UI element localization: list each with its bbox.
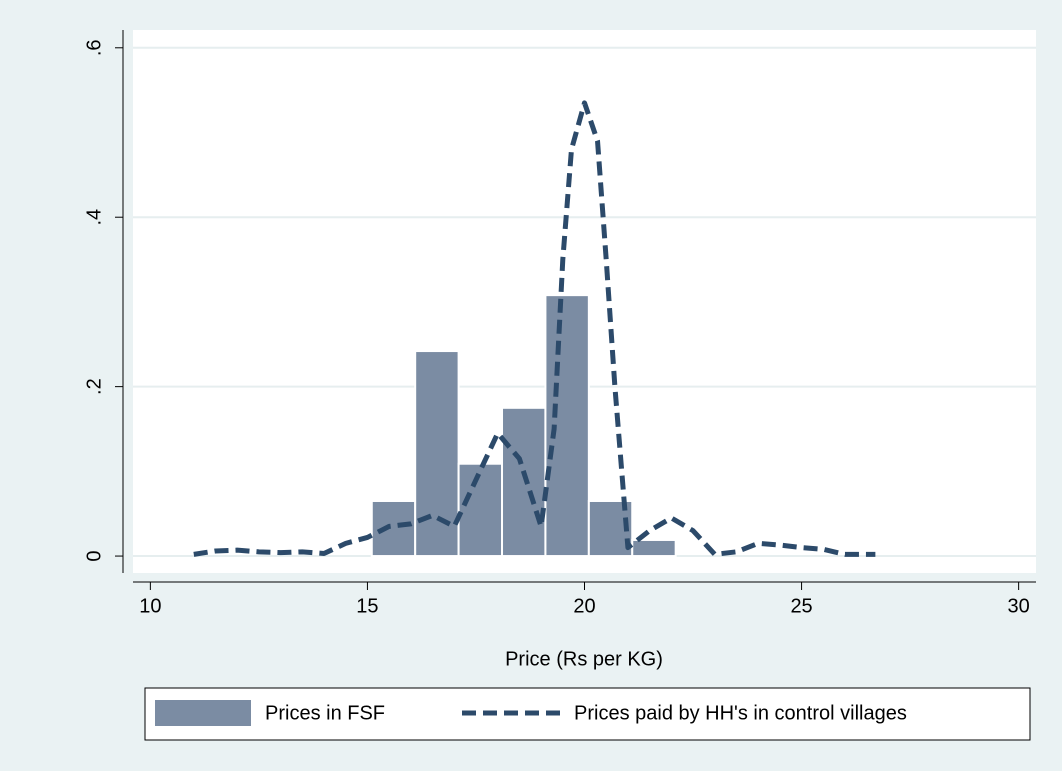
x-tick-label: 25: [790, 595, 812, 617]
bar: [457, 462, 504, 558]
bar: [631, 538, 677, 558]
x-axis-title: Price (Rs per KG): [505, 648, 663, 670]
bar: [370, 499, 417, 558]
x-tick-label: 30: [1008, 595, 1030, 617]
density-line: [193, 100, 876, 557]
bar: [414, 350, 460, 558]
y-tick-label: .4: [83, 209, 105, 226]
legend: [144, 687, 1031, 741]
legend-label: Prices in FSF: [265, 702, 385, 724]
legend-label: Prices paid by HH's in control villages: [574, 702, 907, 724]
y-tick-label: .2: [83, 378, 105, 395]
x-tick-label: 20: [573, 595, 595, 617]
x-tick-label: 10: [139, 595, 161, 617]
y-tick-label: .6: [83, 39, 105, 56]
x-tick-label: 15: [356, 595, 378, 617]
y-tick-label: 0: [83, 550, 105, 561]
legend-swatch: [155, 700, 251, 726]
bar: [501, 406, 547, 558]
